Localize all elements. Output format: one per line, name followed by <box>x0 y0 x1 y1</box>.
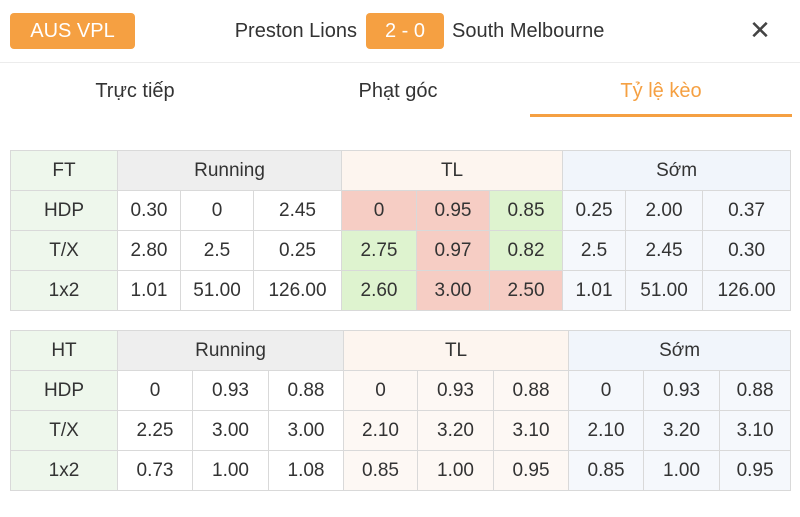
odds-cell: 0 <box>343 370 419 411</box>
odds-cell: 2.45 <box>252 190 343 231</box>
odds-cell: 2.10 <box>343 410 419 451</box>
odds-cell: 3.20 <box>643 410 721 451</box>
odds-cell: 2.60 <box>341 270 418 311</box>
odds-cell: 1.01 <box>562 270 627 311</box>
odds-cell: 0.97 <box>416 230 491 271</box>
odds-cell: 0.93 <box>192 370 269 411</box>
close-icon[interactable]: ✕ <box>749 15 771 45</box>
odds-cell: 2.50 <box>489 270 564 311</box>
group-header-tl: TL <box>341 150 564 191</box>
odds-cell: 3.10 <box>493 410 570 451</box>
odds-cell: 0.37 <box>702 190 792 231</box>
odds-cell: 0.88 <box>267 370 345 411</box>
odds-cell: 0.95 <box>719 450 792 491</box>
odds-cell: 0.82 <box>489 230 564 271</box>
odds-cell: 0.88 <box>493 370 570 411</box>
tab-odds[interactable]: Tỷ lệ kèo <box>620 80 702 102</box>
odds-cell: 2.25 <box>117 410 193 451</box>
away-team: South Melbourne <box>452 20 605 42</box>
odds-cell: 51.00 <box>180 270 254 311</box>
odds-cell: 0.85 <box>343 450 419 491</box>
row-label: 1x2 <box>10 450 118 491</box>
group-header-running: Running <box>116 330 345 371</box>
odds-cell: 1.00 <box>643 450 721 491</box>
match-info: Preston Lions 2 - 0 South Melbourne <box>0 13 800 49</box>
odds-cell: 2.00 <box>625 190 704 231</box>
odds-cell: 1.08 <box>267 450 345 491</box>
odds-cell: 0.25 <box>562 190 627 231</box>
row-label: HDP <box>10 370 118 411</box>
odds-cell: 0.95 <box>493 450 570 491</box>
row-label: T/X <box>10 410 118 451</box>
odds-cell: 3.00 <box>192 410 269 451</box>
odds-cell: 2.75 <box>341 230 418 271</box>
group-header-som: Sớm <box>562 150 792 191</box>
table-row: HDP 0 0.93 0.88 0 0.93 0.88 0 0.93 0.88 <box>10 370 792 411</box>
odds-cell: 2.80 <box>117 230 181 271</box>
odds-cell: 3.20 <box>417 410 495 451</box>
odds-cell: 1.01 <box>117 270 181 311</box>
table-row: 1x2 0.73 1.00 1.08 0.85 1.00 0.95 0.85 1… <box>10 450 792 491</box>
group-header-running: Running <box>116 150 343 191</box>
odds-cell: 0.95 <box>416 190 491 231</box>
odds-cell: 1.00 <box>417 450 495 491</box>
odds-cell: 2.5 <box>180 230 254 271</box>
odds-cell: 2.10 <box>568 410 645 451</box>
odds-cell: 51.00 <box>625 270 704 311</box>
odds-cell: 2.5 <box>562 230 627 271</box>
period-label: HT <box>10 330 118 371</box>
odds-cell: 0.73 <box>117 450 193 491</box>
header-divider <box>0 62 800 63</box>
match-header: AUS VPL Preston Lions 2 - 0 South Melbou… <box>0 0 800 62</box>
odds-cell: 0 <box>341 190 418 231</box>
score-badge: 2 - 0 <box>366 13 444 49</box>
row-label: T/X <box>10 230 118 271</box>
odds-cell: 3.10 <box>719 410 792 451</box>
odds-cell: 0.30 <box>702 230 792 271</box>
group-header-som: Sớm <box>568 330 792 371</box>
odds-cell: 3.00 <box>267 410 345 451</box>
table-row: T/X 2.25 3.00 3.00 2.10 3.20 3.10 2.10 3… <box>10 410 792 451</box>
home-team: Preston Lions <box>234 20 357 42</box>
odds-cell: 3.00 <box>416 270 491 311</box>
row-label: HDP <box>10 190 118 231</box>
odds-cell: 0.85 <box>568 450 645 491</box>
odds-table-ft: FT Running TL Sớm HDP 0.30 0 2.45 0 0.95… <box>10 150 792 311</box>
odds-table-ht: HT Running TL Sớm HDP 0 0.93 0.88 0 0.93… <box>10 330 792 491</box>
table-header-row: HT Running TL Sớm <box>10 330 792 371</box>
odds-cell: 0.25 <box>252 230 343 271</box>
odds-cell: 0 <box>180 190 254 231</box>
odds-cell: 0.88 <box>719 370 792 411</box>
odds-cell: 2.45 <box>625 230 704 271</box>
odds-cell: 0 <box>117 370 193 411</box>
odds-cell: 126.00 <box>252 270 343 311</box>
odds-cell: 0 <box>568 370 645 411</box>
period-label: FT <box>10 150 118 191</box>
tab-corners[interactable]: Phạt góc <box>358 80 438 102</box>
tab-bar: Trực tiếp Phạt góc Tỷ lệ kèo <box>0 63 800 119</box>
table-header-row: FT Running TL Sớm <box>10 150 792 191</box>
group-header-tl: TL <box>343 330 570 371</box>
odds-cell: 0.85 <box>489 190 564 231</box>
tab-live[interactable]: Trực tiếp <box>95 80 175 102</box>
league-badge[interactable]: AUS VPL <box>10 13 135 49</box>
odds-cell: 1.00 <box>192 450 269 491</box>
table-row: 1x2 1.01 51.00 126.00 2.60 3.00 2.50 1.0… <box>10 270 792 311</box>
odds-cell: 0.30 <box>117 190 181 231</box>
table-row: HDP 0.30 0 2.45 0 0.95 0.85 0.25 2.00 0.… <box>10 190 792 231</box>
odds-cell: 126.00 <box>702 270 792 311</box>
row-label: 1x2 <box>10 270 118 311</box>
odds-cell: 0.93 <box>643 370 721 411</box>
active-tab-indicator <box>530 114 792 117</box>
odds-cell: 0.93 <box>417 370 495 411</box>
table-row: T/X 2.80 2.5 0.25 2.75 0.97 0.82 2.5 2.4… <box>10 230 792 271</box>
